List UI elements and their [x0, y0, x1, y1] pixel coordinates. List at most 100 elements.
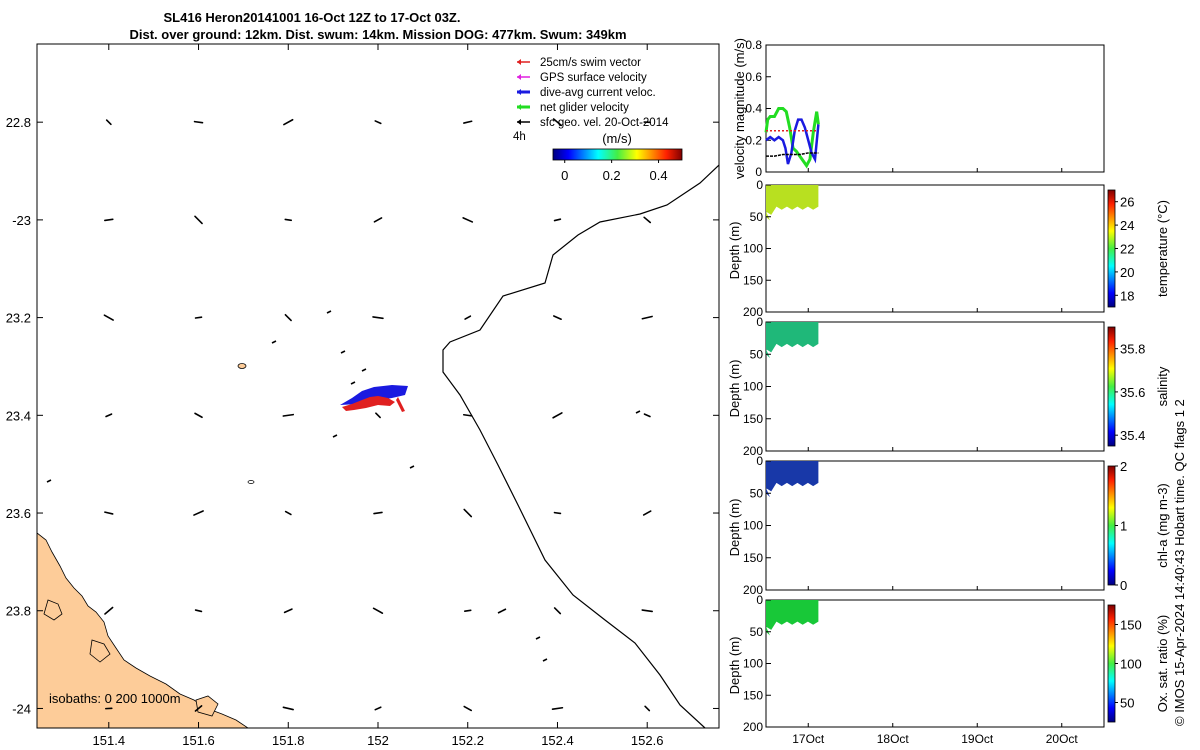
depth-axes-box: [765, 599, 1105, 728]
surface-vector-arrow: [375, 412, 381, 419]
panel-colorbar: [1107, 189, 1116, 308]
colorbar-tick-label: 0: [1120, 578, 1127, 593]
surface-vector-arrow: [350, 381, 356, 385]
map-y-tick-label: 23.4: [6, 408, 31, 423]
map-y-tick-label: 22.8: [6, 115, 31, 130]
depth-panel: 0 50 100 150 200 Depth (m) 50 100 150 Ox. sat. ra…: [727, 593, 1170, 734]
land-mass: [37, 532, 249, 728]
map-x-ticks: 151.4 151.6 151.8 152 152.2 152.4 152.6: [93, 44, 664, 748]
surface-vector-arrow: [373, 511, 383, 515]
surface-vector-arrow: [282, 413, 295, 417]
map-colorbar: (m/s) 0 0.2 0.4: [552, 131, 683, 183]
map-y-tick-label: 23.2: [6, 311, 31, 326]
surface-vector-arrow: [542, 658, 548, 662]
surface-vector-arrow: [464, 315, 472, 320]
surface-vector-arrow: [553, 607, 562, 615]
map-y-tick-label: 23.6: [6, 506, 31, 521]
surface-vector-arrow: [463, 120, 473, 124]
surface-vector-arrow: [374, 120, 382, 125]
depth-y-tick-label: 150: [743, 551, 763, 565]
surface-vector-arrow: [284, 313, 292, 322]
surface-vector-arrow: [283, 118, 294, 126]
surface-vector-arrow: [284, 510, 292, 516]
velocity-series-line: [766, 152, 819, 157]
depth-axes-box: [765, 184, 1105, 313]
colorbar-label: chl-a (mg m-3): [1155, 483, 1170, 568]
colorbar-tick-label: 24: [1120, 218, 1134, 233]
velocity-y-tick-label: 0.8: [745, 38, 762, 52]
timeseries-x-tick-label: 18Oct: [877, 732, 910, 746]
map-x-tick-label: 152: [367, 733, 389, 748]
map-x-tick-label: 152.6: [631, 733, 664, 748]
colorbar-tick-label: 1: [1120, 519, 1127, 534]
depth-y-tick-label: 100: [743, 519, 763, 533]
colorbar-tick-label: 150: [1120, 618, 1142, 633]
depth-panel: 0 50 100 150 200 Depth (m) 35.4 35.6 35.8 salinit…: [727, 315, 1170, 458]
surface-velocity-vectors: [46, 118, 653, 712]
colorbar-tick-label: 20: [1120, 265, 1134, 280]
velocity-series-line: [765, 118, 820, 165]
map-y-ticks: 22.8 -23 23.2 23.4 23.6 23.8 -24: [6, 115, 719, 716]
colorbar-tick-label: 26: [1120, 195, 1134, 210]
depth-ylabel: Depth (m): [727, 637, 742, 695]
depth-y-tick-label: 200: [743, 444, 763, 458]
surface-vector-arrow: [326, 310, 332, 314]
legend-arrowhead: [517, 59, 521, 65]
colorbar-label: Ox. sat. ratio (%): [1155, 615, 1170, 713]
legend-note: 4h: [513, 131, 526, 143]
surface-vector-arrow: [635, 410, 641, 414]
depth-y-tick-label: 100: [743, 657, 763, 671]
reef-island: [247, 480, 255, 484]
velocity-y-tick-label: 0: [755, 165, 762, 179]
surface-vector-arrow: [372, 607, 384, 614]
depth-y-tick-label: 150: [743, 273, 763, 287]
surface-vector-arrow: [501, 608, 507, 612]
legend-arrowhead: [517, 74, 521, 80]
legend-label: dive-avg current veloc.: [540, 87, 656, 99]
surface-vector-arrow: [553, 315, 562, 321]
surface-vector-arrow: [462, 217, 474, 223]
surface-vector-arrow: [193, 120, 204, 124]
depth-ylabel: Depth (m): [727, 222, 742, 280]
legend-arrowhead: [517, 119, 521, 125]
surface-vector-arrow: [194, 609, 203, 613]
surface-vector-arrow: [104, 606, 114, 615]
title-line-1: SL416 Heron20141001 16-Oct 12Z to 17-Oct…: [164, 10, 461, 25]
velocity-y-tick-label: 0.6: [745, 70, 762, 84]
legend-label: GPS surface velocity: [540, 72, 647, 84]
colorbar-tick-label: 18: [1120, 288, 1134, 303]
surface-vector-arrow: [552, 412, 563, 419]
map-y-tick-label: -23: [12, 213, 31, 228]
depth-y-tick-label: 200: [743, 583, 763, 597]
surface-vector-arrow: [409, 465, 415, 469]
surface-vector-arrow: [643, 413, 651, 418]
map-x-tick-label: 152.2: [451, 733, 484, 748]
surface-vector-arrow: [284, 218, 293, 222]
timeseries-x-tick-label: 20Oct: [1046, 732, 1079, 746]
reef-island: [237, 363, 247, 369]
surface-vector-arrow: [105, 119, 112, 126]
surface-vector-arrow: [642, 510, 652, 516]
panel-colorbar: [1107, 326, 1116, 447]
map-axes-box: [36, 43, 720, 729]
glider-track-red-tail: [396, 397, 405, 412]
colorbar-tick-label: 35.8: [1120, 342, 1145, 357]
surface-vector-arrow: [641, 609, 653, 613]
colorbar-tick-label: 22: [1120, 242, 1134, 257]
surface-vector-arrow: [551, 706, 564, 710]
surface-vector-arrow: [644, 705, 651, 712]
glider-track-blue: [340, 385, 408, 405]
glider-track-red: [342, 396, 395, 411]
surface-vector-arrow: [104, 218, 114, 222]
surface-vector-arrow: [374, 706, 382, 711]
map-y-tick-label: 23.8: [6, 604, 31, 619]
depth-y-tick-label: 0: [756, 454, 763, 468]
panel-colorbar: [1107, 465, 1116, 586]
colorbar-gradient: [552, 148, 683, 161]
isobath-line: [442, 164, 719, 728]
depth-y-tick-label: 200: [743, 305, 763, 319]
depth-y-tick-label: 0: [756, 315, 763, 329]
surface-vector-arrow: [194, 316, 203, 319]
velocity-y-tick-label: 0.4: [745, 102, 762, 116]
timeseries-x-tick-label: 19Oct: [961, 732, 994, 746]
